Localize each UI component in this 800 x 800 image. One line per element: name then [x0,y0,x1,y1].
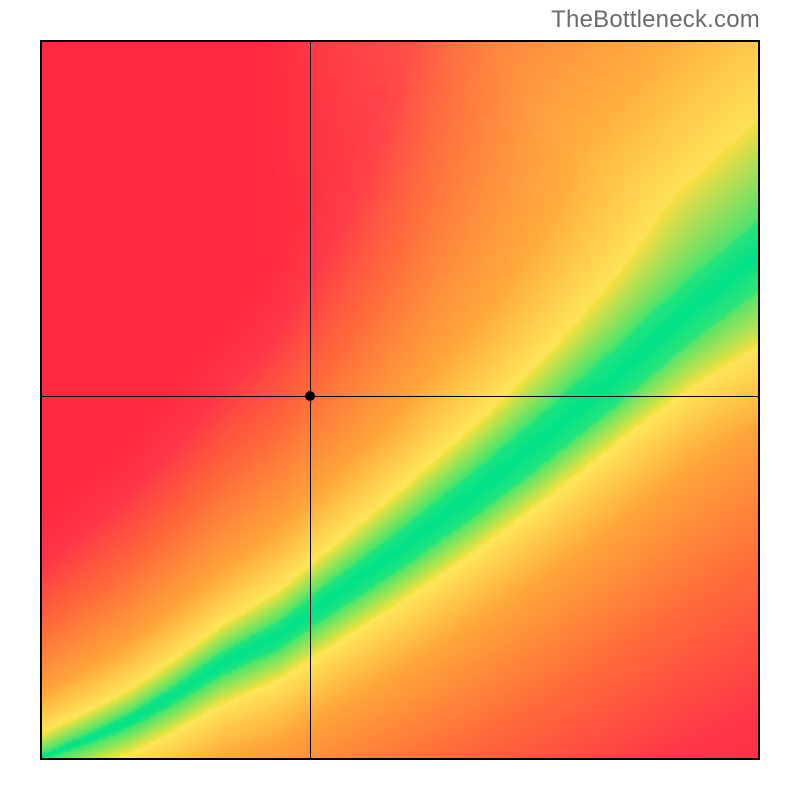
crosshair-horizontal [42,396,758,397]
marker-dot [305,391,315,401]
heatmap-canvas [42,42,758,758]
plot-frame [40,40,760,760]
chart-container: TheBottleneck.com [0,0,800,800]
watermark-text: TheBottleneck.com [551,6,760,34]
